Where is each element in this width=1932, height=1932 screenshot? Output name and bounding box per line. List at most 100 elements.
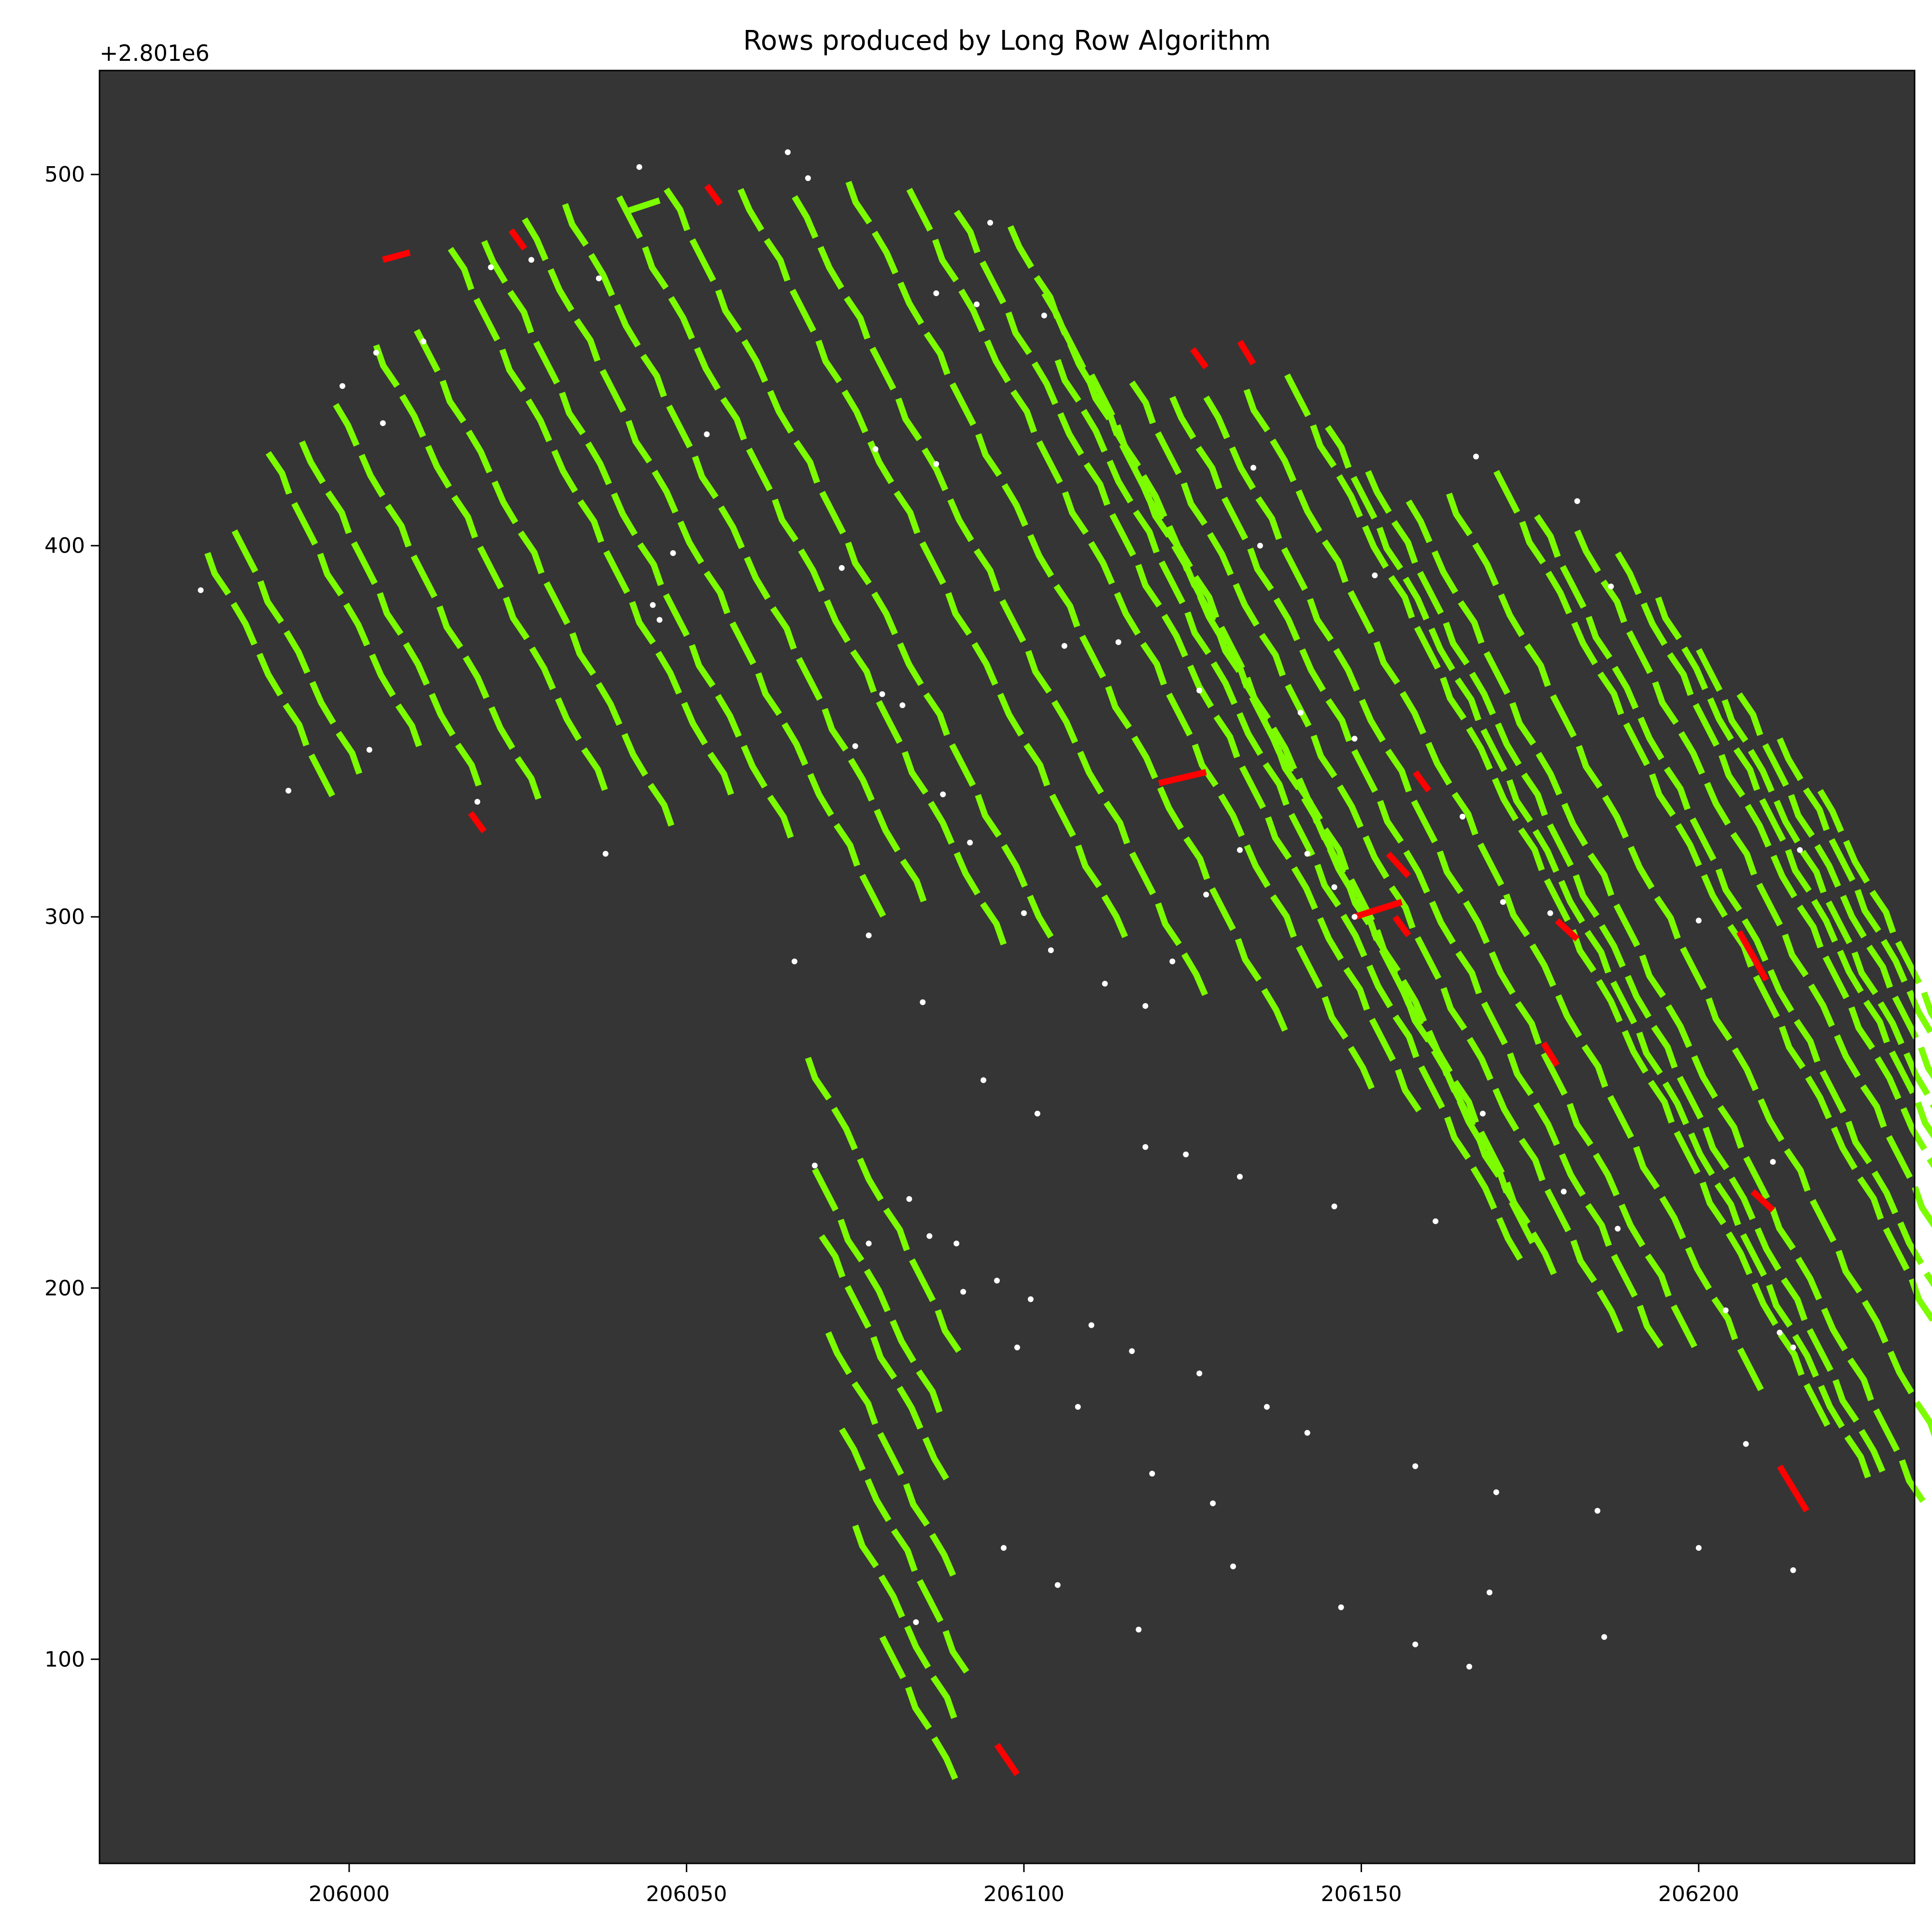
row-segment xyxy=(694,347,721,391)
row-segment xyxy=(569,632,597,676)
row-segment xyxy=(1184,611,1211,655)
y-axis: 100 200 300 400 500 xyxy=(44,162,99,1672)
row-segment xyxy=(1195,446,1222,490)
row-segment xyxy=(1457,1099,1484,1144)
data-point xyxy=(1776,1330,1783,1336)
short-row-segment xyxy=(994,1743,1020,1776)
row-segment xyxy=(1155,902,1182,946)
row-segment xyxy=(1674,1131,1701,1175)
row-segment xyxy=(876,700,903,744)
row-segment xyxy=(1472,542,1499,586)
row-segment xyxy=(677,520,704,565)
x-tick-label: 206000 xyxy=(309,1882,390,1906)
row-segment xyxy=(1498,593,1525,638)
data-point xyxy=(1695,917,1702,923)
data-point xyxy=(1297,710,1304,716)
row-segment xyxy=(1103,800,1130,845)
row-segment xyxy=(1602,795,1629,839)
data-point xyxy=(1351,914,1358,920)
data-point xyxy=(1479,1110,1486,1117)
row-segment xyxy=(1621,1030,1648,1074)
data-point xyxy=(1048,947,1054,953)
row-segment xyxy=(1129,852,1156,895)
row-segment xyxy=(1008,225,1035,269)
row-segment xyxy=(1692,703,1719,747)
x-axis: 206000 206050 206100 206150 206200 xyxy=(309,1863,1739,1906)
row-segment xyxy=(1671,1304,1698,1349)
row-segment xyxy=(1895,940,1922,984)
row-segment xyxy=(746,447,773,492)
row-segment xyxy=(1314,864,1341,908)
row-segment xyxy=(1921,991,1932,1020)
row-segment xyxy=(1714,1182,1741,1226)
row-segment xyxy=(1325,425,1352,469)
row-segment xyxy=(932,239,959,283)
row-segment xyxy=(922,447,949,491)
row-segment xyxy=(1718,1105,1745,1149)
row-segment xyxy=(1529,943,1556,987)
data-point xyxy=(1183,1151,1189,1158)
data-point xyxy=(1203,892,1209,898)
data-point xyxy=(1547,910,1553,916)
row-segment xyxy=(1295,489,1322,533)
data-point xyxy=(913,1619,919,1625)
short-row-segment xyxy=(1158,769,1207,786)
row-segment xyxy=(975,794,1002,838)
row-segment xyxy=(789,289,816,333)
row-segment xyxy=(1411,799,1438,843)
row-segment xyxy=(1270,726,1297,770)
row-segment xyxy=(812,1167,839,1212)
row-segment xyxy=(1788,794,1815,838)
data-point xyxy=(1466,1663,1472,1670)
row-segment xyxy=(664,187,691,231)
row-segment xyxy=(879,1635,906,1679)
row-segment xyxy=(1001,483,1028,527)
row-segment xyxy=(1281,547,1308,591)
row-segment xyxy=(1469,671,1496,716)
data-point xyxy=(866,932,872,938)
data-point xyxy=(1196,1370,1203,1377)
row-segment xyxy=(1782,933,1809,978)
row-segment xyxy=(929,1533,956,1577)
row-segment xyxy=(1833,1379,1860,1423)
row-segment xyxy=(385,504,412,548)
data-point xyxy=(811,1163,818,1169)
data-point xyxy=(488,264,494,270)
row-segment xyxy=(1863,999,1890,1044)
row-segment xyxy=(1053,584,1080,628)
row-segment xyxy=(1829,838,1856,882)
row-segment xyxy=(1680,946,1707,991)
row-segment xyxy=(317,553,344,597)
row-segment xyxy=(1451,792,1478,836)
row-segment xyxy=(637,542,664,586)
data-point xyxy=(1594,1507,1601,1514)
data-point xyxy=(940,791,946,797)
row-segment xyxy=(729,621,756,666)
data-point xyxy=(1797,847,1803,853)
row-segment xyxy=(1187,665,1214,709)
row-segment xyxy=(1704,782,1731,826)
row-segment xyxy=(1774,799,1801,844)
row-segment xyxy=(1900,1107,1927,1151)
row-segment xyxy=(1088,373,1115,417)
row-segment xyxy=(1218,793,1245,838)
row-segment xyxy=(902,751,929,795)
data-point xyxy=(879,691,885,697)
row-segment xyxy=(574,318,601,362)
data-point xyxy=(872,446,879,452)
row-segment xyxy=(1585,1203,1612,1247)
row-segment xyxy=(824,599,851,643)
row-segment xyxy=(1521,772,1548,816)
data-point xyxy=(1230,1563,1236,1570)
row-segment xyxy=(1041,291,1068,336)
row-segment xyxy=(1599,924,1626,968)
row-segment xyxy=(1031,361,1058,405)
row-segment xyxy=(1192,743,1219,787)
row-segment xyxy=(1776,737,1804,781)
row-segment xyxy=(429,693,455,737)
row-segment xyxy=(1535,752,1563,796)
x-tick-label: 206100 xyxy=(983,1882,1065,1906)
row-segment xyxy=(1400,691,1426,735)
row-segment xyxy=(1545,570,1572,615)
data-point xyxy=(1142,1003,1149,1009)
